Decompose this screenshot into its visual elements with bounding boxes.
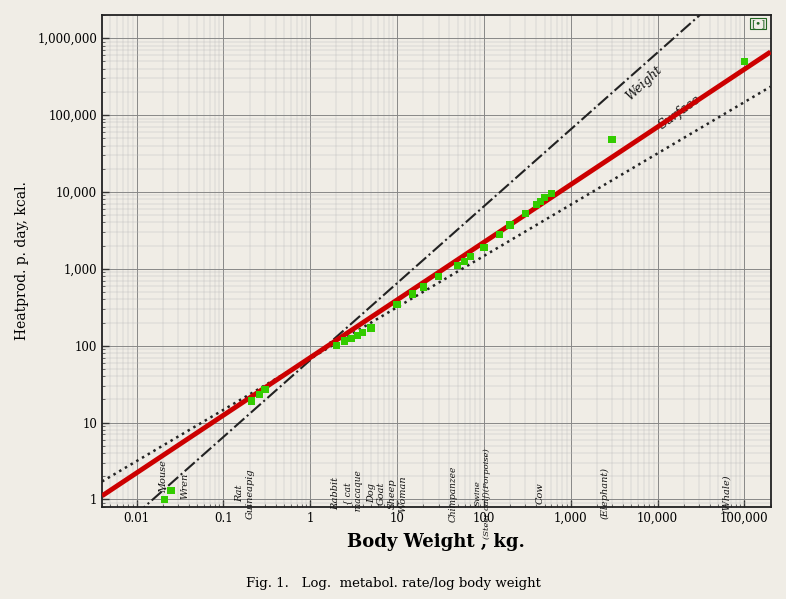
- Point: [158, 495, 171, 504]
- Point: [406, 289, 419, 299]
- Text: Weight: Weight: [623, 63, 665, 103]
- Text: 0,001: 0,001: [0, 598, 1, 599]
- Text: (Whale): (Whale): [722, 474, 731, 513]
- Point: [493, 229, 505, 239]
- Point: [345, 334, 358, 343]
- Point: [538, 192, 551, 202]
- Point: [458, 256, 471, 266]
- Text: [•]: [•]: [751, 19, 765, 28]
- Point: [165, 486, 178, 495]
- Point: [451, 261, 464, 270]
- Text: Fig. 1.   Log.  metabol. rate/log body weight: Fig. 1. Log. metabol. rate/log body weig…: [245, 577, 541, 590]
- Point: [391, 300, 403, 310]
- Point: [465, 252, 477, 261]
- Point: [365, 323, 377, 332]
- Point: [478, 243, 490, 252]
- Text: Rabbit: Rabbit: [331, 477, 340, 510]
- Text: Rat
Guineapig: Rat Guineapig: [236, 468, 255, 519]
- Text: Swine
(Steer calf)(Porpoise): Swine (Steer calf)(Porpoise): [474, 448, 490, 539]
- Point: [606, 135, 619, 144]
- Y-axis label: Heatprod. p. day, kcal.: Heatprod. p. day, kcal.: [15, 181, 29, 340]
- Point: [356, 328, 369, 337]
- Text: Mouse: Mouse: [159, 460, 168, 493]
- Point: [530, 200, 542, 210]
- Point: [339, 336, 351, 346]
- Point: [253, 390, 266, 400]
- Text: Surface: Surface: [656, 92, 703, 132]
- Point: [417, 282, 429, 292]
- Text: Dog
Goat
Sheep
Woman: Dog Goat Sheep Woman: [367, 475, 407, 512]
- Point: [351, 331, 364, 340]
- Text: { cat
  macaque: { cat macaque: [343, 470, 362, 517]
- Text: Cow: Cow: [535, 482, 545, 504]
- Point: [534, 196, 547, 206]
- Point: [432, 271, 445, 281]
- Point: [504, 220, 516, 230]
- Point: [330, 341, 343, 350]
- Point: [738, 56, 751, 66]
- Point: [519, 209, 531, 219]
- Point: [259, 385, 271, 394]
- Text: Chimpanzee: Chimpanzee: [449, 465, 457, 522]
- Point: [245, 397, 258, 406]
- X-axis label: Body Weight , kg.: Body Weight , kg.: [347, 533, 525, 551]
- Text: Wren: Wren: [180, 473, 189, 499]
- Point: [545, 189, 558, 198]
- Text: (Elephant): (Elephant): [601, 467, 610, 519]
